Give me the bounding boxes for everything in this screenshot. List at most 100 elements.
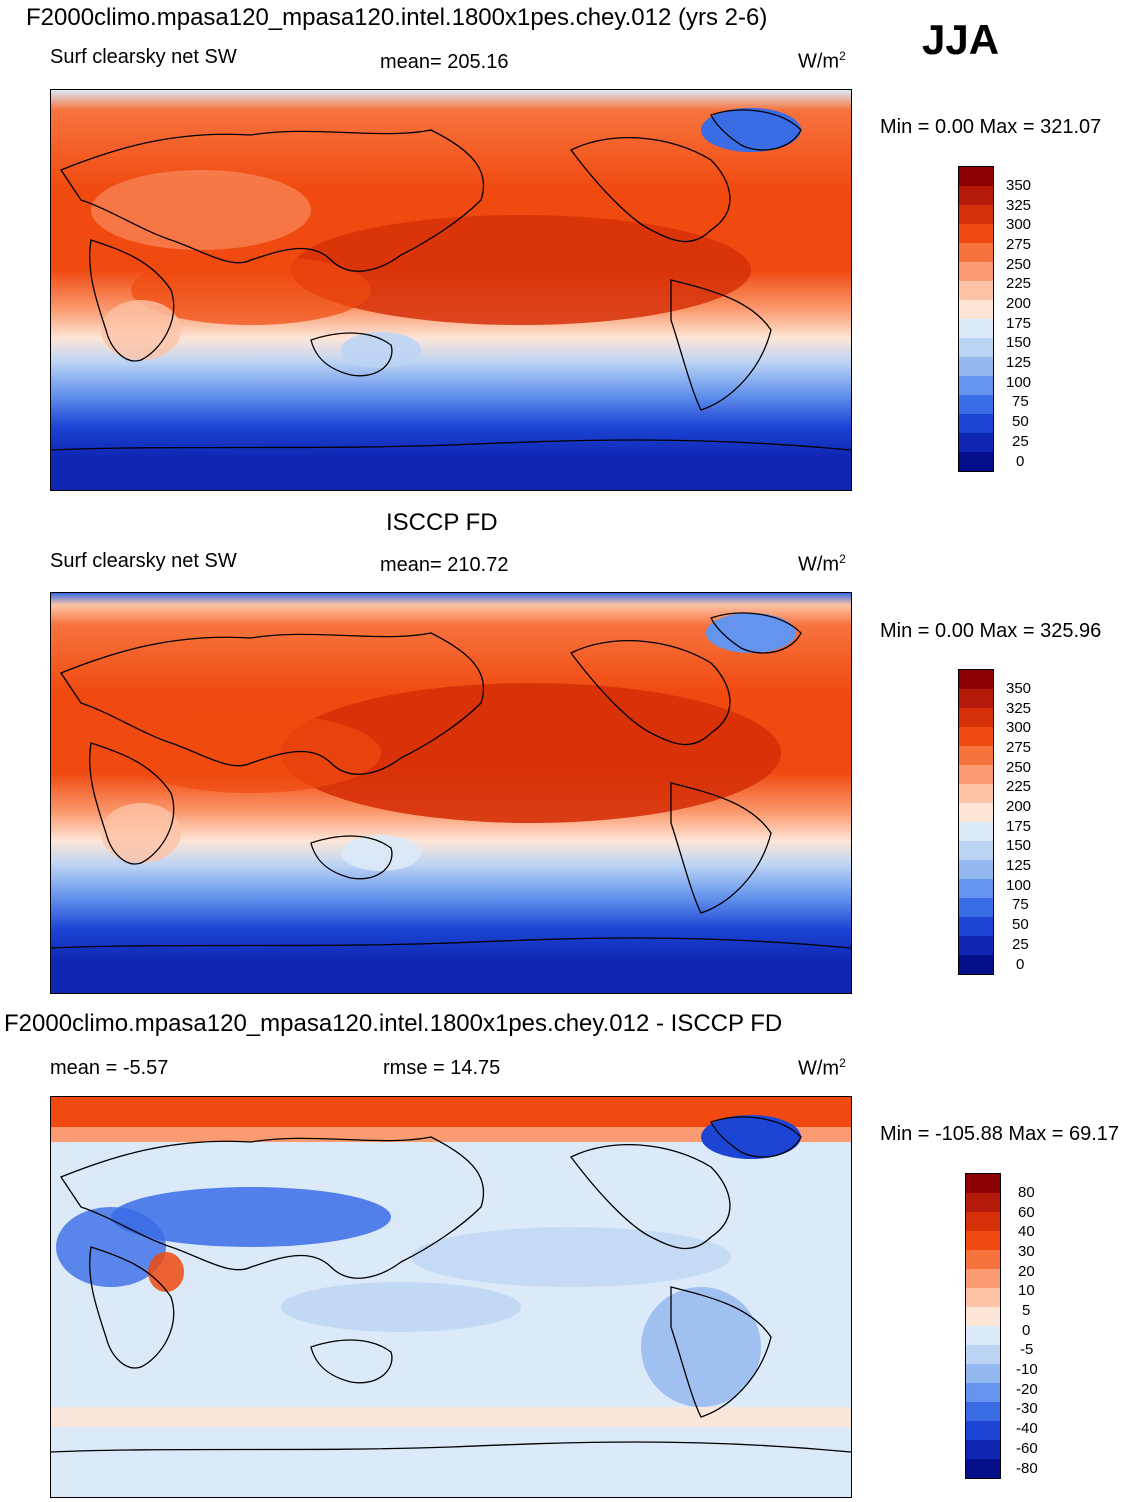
colorbar-swatch bbox=[966, 1402, 1000, 1421]
panel-1-tick: 25 bbox=[1012, 433, 1029, 450]
panel-2-colorbar bbox=[958, 669, 994, 975]
colorbar-swatch bbox=[959, 395, 993, 414]
colorbar-swatch bbox=[959, 765, 993, 784]
colorbar-swatch bbox=[959, 452, 993, 471]
colorbar-swatch bbox=[959, 186, 993, 205]
panel-1-colorbar bbox=[958, 166, 994, 472]
panel-2-tick: 275 bbox=[1006, 739, 1032, 756]
colorbar-swatch bbox=[959, 376, 993, 395]
panel-1-tick: 250 bbox=[1006, 256, 1032, 273]
panel-1-tick: 275 bbox=[1006, 236, 1032, 253]
panel-1-minmax: Min = 0.00 Max = 321.07 bbox=[880, 116, 1102, 138]
colorbar-swatch bbox=[959, 879, 993, 898]
panel-1-tick: 300 bbox=[1006, 216, 1032, 233]
panel-3-tick: 5 bbox=[1022, 1302, 1031, 1319]
colorbar-swatch bbox=[966, 1250, 1000, 1269]
colorbar-swatch bbox=[959, 670, 993, 689]
panel-3-map bbox=[50, 1096, 852, 1498]
panel-3-tick: 0 bbox=[1022, 1322, 1031, 1339]
colorbar-swatch bbox=[966, 1345, 1000, 1364]
colorbar-swatch bbox=[959, 205, 993, 224]
colorbar-swatch bbox=[959, 167, 993, 186]
panel-2-tick: 350 bbox=[1006, 680, 1032, 697]
colorbar-swatch bbox=[959, 784, 993, 803]
panel-2-warm-pacific bbox=[281, 683, 781, 823]
panel-3-coastlines bbox=[51, 1116, 851, 1453]
colorbar-swatch bbox=[966, 1383, 1000, 1402]
panel-1-map-field bbox=[51, 90, 851, 490]
colorbar-swatch bbox=[959, 433, 993, 452]
colorbar-swatch bbox=[959, 300, 993, 319]
panel-3-colorbar bbox=[965, 1173, 1001, 1479]
colorbar-swatch bbox=[959, 898, 993, 917]
panel-2-coastlines bbox=[51, 612, 851, 949]
panel-1-greenland bbox=[701, 108, 801, 152]
panel-2-tick: 100 bbox=[1006, 877, 1032, 894]
panel-2-variable: Surf clearsky net SW bbox=[50, 550, 237, 572]
panel-3-title: F2000climo.mpasa120_mpasa120.intel.1800x… bbox=[4, 1010, 783, 1037]
colorbar-swatch bbox=[966, 1459, 1000, 1478]
colorbar-swatch bbox=[959, 319, 993, 338]
panel-2-tick: 175 bbox=[1006, 818, 1032, 835]
panel-2-tick: 125 bbox=[1006, 857, 1032, 874]
colorbar-swatch bbox=[959, 860, 993, 879]
colorbar-swatch bbox=[959, 746, 993, 765]
colorbar-swatch bbox=[959, 338, 993, 357]
panel-3-map-field bbox=[51, 1097, 851, 1497]
colorbar-swatch bbox=[959, 414, 993, 433]
panel-3-tick: 80 bbox=[1018, 1184, 1035, 1201]
panel-3-asia-anomaly bbox=[111, 1187, 391, 1247]
colorbar-swatch bbox=[959, 917, 993, 936]
panel-1-tick: 225 bbox=[1006, 275, 1032, 292]
panel-2-tick: 150 bbox=[1006, 837, 1032, 854]
panel-2-map bbox=[50, 592, 852, 994]
panel-3-units: W/m2 bbox=[798, 1056, 846, 1080]
panel-3-tick: -30 bbox=[1016, 1400, 1038, 1417]
panel-3-tick: 40 bbox=[1018, 1223, 1035, 1240]
panel-3-tick: -40 bbox=[1016, 1420, 1038, 1437]
panel-1-tick: 175 bbox=[1006, 315, 1032, 332]
panel-3-mean: mean = -5.57 bbox=[50, 1057, 169, 1079]
colorbar-swatch bbox=[966, 1421, 1000, 1440]
panel-3-tick: -60 bbox=[1016, 1440, 1038, 1457]
colorbar-swatch bbox=[959, 822, 993, 841]
panel-3-minmax: Min = -105.88 Max = 69.17 bbox=[880, 1123, 1120, 1145]
panel-1-tick: 325 bbox=[1006, 197, 1032, 214]
panel-2-tick: 300 bbox=[1006, 719, 1032, 736]
panel-3-tick: 30 bbox=[1018, 1243, 1035, 1260]
panel-1-coastlines bbox=[51, 109, 851, 451]
panel-2-tick: 250 bbox=[1006, 759, 1032, 776]
panel-1-tick: 50 bbox=[1012, 413, 1029, 430]
colorbar-swatch bbox=[966, 1440, 1000, 1459]
panel-1-units: W/m2 bbox=[798, 49, 846, 73]
panel-3-tick: -80 bbox=[1016, 1460, 1038, 1477]
colorbar-swatch bbox=[959, 224, 993, 243]
panel-3-tick: -20 bbox=[1016, 1381, 1038, 1398]
colorbar-swatch bbox=[966, 1193, 1000, 1212]
colorbar-swatch bbox=[959, 243, 993, 262]
panel-2-units: W/m2 bbox=[798, 552, 846, 576]
colorbar-swatch bbox=[959, 955, 993, 974]
panel-1-title: F2000climo.mpasa120_mpasa120.intel.1800x… bbox=[26, 4, 768, 31]
panel-1-variable: Surf clearsky net SW bbox=[50, 46, 237, 68]
panel-1-mean: mean= 205.16 bbox=[380, 51, 509, 73]
colorbar-swatch bbox=[959, 357, 993, 376]
panel-1-warm-pacific bbox=[291, 215, 751, 325]
panel-2-title: ISCCP FD bbox=[386, 509, 498, 536]
panel-1-tick: 200 bbox=[1006, 295, 1032, 312]
colorbar-swatch bbox=[966, 1231, 1000, 1250]
panel-3-greenland bbox=[701, 1115, 801, 1159]
panel-1-tick: 350 bbox=[1006, 177, 1032, 194]
colorbar-swatch bbox=[966, 1326, 1000, 1345]
colorbar-swatch bbox=[966, 1269, 1000, 1288]
panel-3-rmse: rmse = 14.75 bbox=[383, 1057, 501, 1079]
colorbar-swatch bbox=[959, 708, 993, 727]
panel-2-mean: mean= 210.72 bbox=[380, 554, 509, 576]
colorbar-swatch bbox=[959, 803, 993, 822]
panel-2-tick: 325 bbox=[1006, 700, 1032, 717]
panel-1-tick: 100 bbox=[1006, 374, 1032, 391]
panel-3-tick: 20 bbox=[1018, 1263, 1035, 1280]
colorbar-swatch bbox=[966, 1212, 1000, 1231]
panel-3-tick: 60 bbox=[1018, 1204, 1035, 1221]
panel-3-tick: 10 bbox=[1018, 1282, 1035, 1299]
